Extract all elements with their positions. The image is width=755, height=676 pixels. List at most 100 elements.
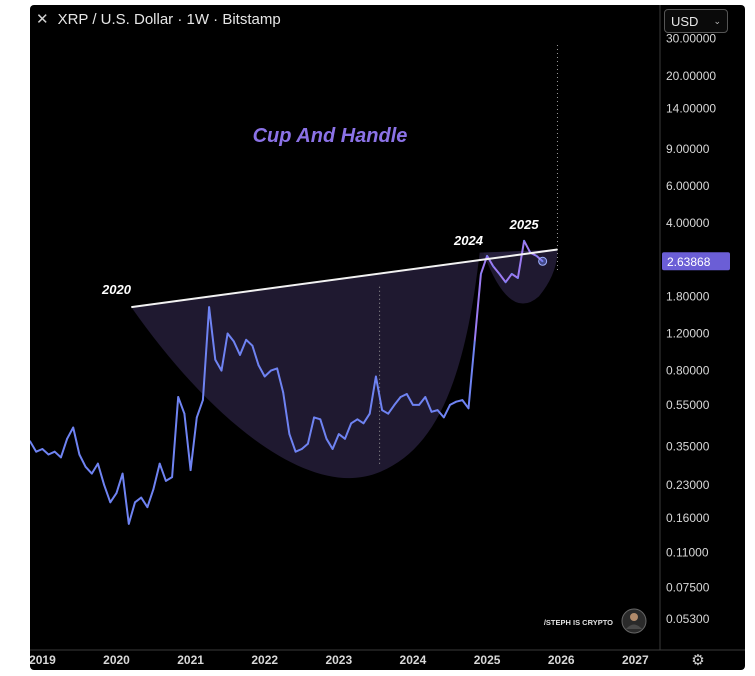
y-tick-label: 0.16000 bbox=[666, 511, 710, 525]
avatar-face bbox=[630, 613, 638, 621]
price-point bbox=[84, 465, 87, 468]
x-tick-label: 2026 bbox=[548, 653, 575, 667]
price-point bbox=[480, 273, 482, 275]
price-point bbox=[251, 344, 254, 347]
year-annotation: 2025 bbox=[509, 217, 540, 232]
price-point bbox=[226, 332, 229, 335]
price-point bbox=[158, 462, 161, 465]
x-tick-label: 2027 bbox=[622, 653, 649, 667]
price-point bbox=[412, 404, 414, 406]
price-point bbox=[387, 412, 390, 415]
price-point bbox=[30, 440, 31, 443]
price-point bbox=[337, 433, 340, 435]
price-point bbox=[294, 450, 297, 453]
y-tick-label: 1.80000 bbox=[666, 289, 710, 303]
price-point bbox=[313, 416, 315, 419]
price-point bbox=[319, 418, 322, 421]
price-point bbox=[430, 410, 433, 413]
price-point bbox=[523, 239, 525, 242]
price-point bbox=[331, 448, 334, 450]
watermark-handle: /STEPH IS CRYPTO bbox=[544, 618, 613, 627]
price-point bbox=[375, 375, 377, 378]
price-point bbox=[134, 501, 136, 504]
price-point bbox=[325, 437, 328, 440]
price-point bbox=[78, 453, 81, 456]
x-tick-label: 2024 bbox=[400, 653, 427, 667]
x-tick-label: 2020 bbox=[103, 653, 130, 667]
price-point bbox=[47, 453, 50, 456]
y-tick-label: 0.35000 bbox=[666, 439, 710, 453]
y-tick-label: 9.00000 bbox=[666, 142, 710, 156]
price-point bbox=[66, 437, 68, 440]
x-tick-label: 2023 bbox=[325, 653, 352, 667]
y-tick-label: 1.20000 bbox=[666, 327, 710, 341]
price-point bbox=[300, 448, 303, 450]
y-tick-label: 20.00000 bbox=[666, 69, 716, 83]
price-point bbox=[455, 400, 458, 403]
price-point bbox=[220, 369, 223, 372]
price-point bbox=[442, 416, 445, 419]
price-point bbox=[461, 399, 464, 401]
price-point bbox=[177, 396, 180, 398]
gear-icon[interactable]: ⚙ bbox=[691, 651, 704, 669]
price-point bbox=[424, 396, 427, 398]
price-point bbox=[504, 281, 507, 284]
price-point bbox=[263, 375, 266, 378]
price-point bbox=[121, 472, 124, 475]
price-point bbox=[239, 354, 241, 356]
price-point bbox=[473, 340, 476, 343]
price-point bbox=[381, 409, 383, 411]
price-point bbox=[362, 422, 365, 425]
cup-shading bbox=[131, 249, 558, 479]
price-point bbox=[535, 255, 538, 257]
price-point bbox=[140, 496, 143, 499]
price-point bbox=[405, 393, 408, 395]
price-point bbox=[541, 260, 544, 263]
price-point bbox=[257, 364, 260, 366]
y-tick-label: 0.11000 bbox=[666, 545, 709, 559]
price-point bbox=[171, 476, 174, 478]
current-price-label: 2.63868 bbox=[667, 255, 711, 269]
price-point bbox=[449, 404, 451, 406]
price-point bbox=[127, 523, 130, 525]
y-tick-label: 0.23000 bbox=[666, 478, 710, 492]
price-point bbox=[276, 367, 278, 370]
price-point bbox=[270, 369, 272, 372]
price-point bbox=[517, 277, 519, 279]
chart-plot[interactable]: 2020 2024 2025 Cup And Handle 30.00000 20.000… bbox=[30, 5, 745, 670]
y-tick-label: 0.05300 bbox=[666, 612, 710, 626]
chart-header: ✕ XRP / U.S. Dollar · 1W · Bitstamp bbox=[36, 9, 281, 29]
price-point bbox=[146, 506, 149, 509]
price-point bbox=[436, 409, 439, 411]
y-tick-label: 0.55000 bbox=[666, 398, 710, 412]
price-point bbox=[418, 404, 420, 406]
price-point bbox=[214, 358, 217, 361]
current-price-badge bbox=[662, 252, 730, 271]
price-point bbox=[356, 418, 359, 421]
x-tick-label: 2022 bbox=[251, 653, 278, 667]
price-point bbox=[53, 450, 56, 453]
price-point bbox=[115, 492, 118, 494]
price-point bbox=[109, 501, 112, 504]
currency-select[interactable]: USD ⌄ bbox=[664, 9, 728, 33]
price-point bbox=[189, 469, 192, 471]
close-icon[interactable]: ✕ bbox=[36, 11, 49, 28]
y-tick-label: 30.00000 bbox=[666, 32, 716, 46]
price-point bbox=[399, 396, 402, 398]
price-point bbox=[393, 404, 396, 406]
price-point bbox=[195, 416, 198, 419]
chart-window: 2020 2024 2025 Cup And Handle 30.00000 20.000… bbox=[30, 5, 745, 670]
currency-value: USD bbox=[671, 13, 699, 29]
x-tick-label: 2021 bbox=[177, 653, 204, 667]
x-tick-label: 2019 bbox=[30, 653, 56, 667]
price-point bbox=[510, 273, 513, 275]
year-annotation: 2024 bbox=[453, 233, 484, 248]
price-point bbox=[492, 265, 495, 268]
x-tick-label: 2025 bbox=[474, 653, 501, 667]
y-tick-label: 6.00000 bbox=[666, 179, 710, 193]
last-price-dot bbox=[538, 256, 548, 266]
price-point bbox=[344, 437, 346, 440]
price-point bbox=[368, 412, 371, 415]
resistance-line bbox=[131, 248, 558, 309]
price-point bbox=[35, 450, 38, 453]
